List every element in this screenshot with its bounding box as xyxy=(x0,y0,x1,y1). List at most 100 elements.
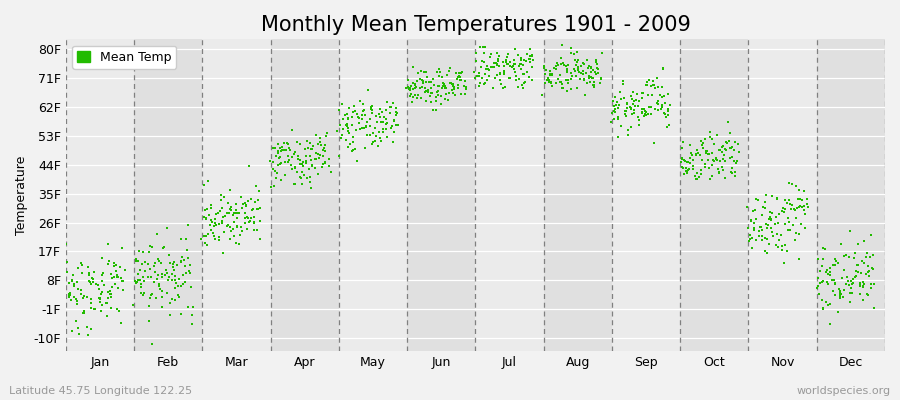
Point xyxy=(209,222,223,228)
Point xyxy=(708,155,723,161)
Point xyxy=(279,147,293,154)
Point xyxy=(763,214,778,220)
Point xyxy=(765,193,779,200)
Point xyxy=(158,272,172,278)
Point xyxy=(208,236,222,242)
Point xyxy=(819,269,833,275)
Point xyxy=(627,106,642,113)
Point xyxy=(560,88,574,94)
Point xyxy=(646,82,661,88)
Point xyxy=(562,79,576,86)
Point xyxy=(294,181,309,188)
Point xyxy=(655,94,670,100)
Point xyxy=(619,100,634,106)
Point xyxy=(364,106,379,113)
Point xyxy=(100,313,114,319)
Point xyxy=(229,206,243,213)
Point xyxy=(482,73,497,80)
Point xyxy=(788,214,803,221)
Point xyxy=(690,170,705,176)
Point xyxy=(811,275,825,281)
Point xyxy=(862,268,877,274)
Point xyxy=(176,254,190,260)
Point xyxy=(145,244,159,250)
Point xyxy=(182,268,196,274)
Point xyxy=(303,185,318,192)
Point xyxy=(84,280,98,287)
Point xyxy=(292,174,307,180)
Point xyxy=(101,241,115,247)
Point xyxy=(93,296,107,302)
Point xyxy=(651,107,665,114)
Point xyxy=(340,121,355,128)
Point xyxy=(571,67,585,74)
Point xyxy=(361,86,375,93)
Point xyxy=(157,244,171,250)
Point xyxy=(176,256,191,263)
Point xyxy=(286,181,301,187)
Point xyxy=(284,146,298,153)
Point xyxy=(832,285,846,292)
Point xyxy=(202,178,216,184)
Point xyxy=(446,84,461,90)
Point xyxy=(756,204,770,210)
Point xyxy=(68,281,82,287)
Point xyxy=(624,124,638,130)
Point xyxy=(634,95,649,102)
Point xyxy=(110,306,124,312)
Point xyxy=(240,214,255,221)
Point xyxy=(459,86,473,92)
Point xyxy=(194,236,208,242)
Point xyxy=(104,274,119,281)
Point xyxy=(486,64,500,70)
Point xyxy=(227,232,241,239)
Point xyxy=(572,64,586,71)
Point xyxy=(377,114,392,120)
Point xyxy=(172,294,186,300)
Point xyxy=(266,145,281,152)
Point xyxy=(544,72,559,78)
Point xyxy=(675,165,689,172)
Point xyxy=(365,110,380,116)
Point xyxy=(63,289,77,296)
Point xyxy=(583,78,598,85)
Point xyxy=(555,85,570,91)
Point xyxy=(275,147,290,153)
Point xyxy=(555,84,570,91)
Point xyxy=(401,84,416,90)
Point xyxy=(360,132,374,138)
Point xyxy=(674,164,688,170)
Point xyxy=(317,145,331,151)
Point xyxy=(467,69,482,75)
Point xyxy=(312,134,327,141)
Point xyxy=(368,133,382,140)
Point xyxy=(341,130,356,136)
Point xyxy=(213,196,228,203)
Point xyxy=(406,64,420,70)
Point xyxy=(863,232,878,238)
Point xyxy=(635,106,650,112)
Point xyxy=(564,50,579,56)
Point xyxy=(574,63,589,69)
Point xyxy=(295,163,310,170)
Point xyxy=(856,297,870,304)
Point xyxy=(212,210,226,216)
Point xyxy=(66,272,80,278)
Point xyxy=(244,196,258,202)
Point xyxy=(723,144,737,151)
Point xyxy=(418,89,432,95)
Point xyxy=(775,208,789,214)
Point xyxy=(484,33,499,39)
Point xyxy=(380,120,394,126)
Point xyxy=(683,142,698,148)
Point xyxy=(497,62,511,69)
Point xyxy=(706,150,720,156)
Point xyxy=(200,206,214,213)
Point xyxy=(340,144,355,150)
Point xyxy=(557,62,572,68)
Point xyxy=(266,166,280,172)
Point xyxy=(507,65,521,72)
Point xyxy=(749,216,763,222)
Point xyxy=(628,103,643,110)
Point xyxy=(828,280,842,286)
